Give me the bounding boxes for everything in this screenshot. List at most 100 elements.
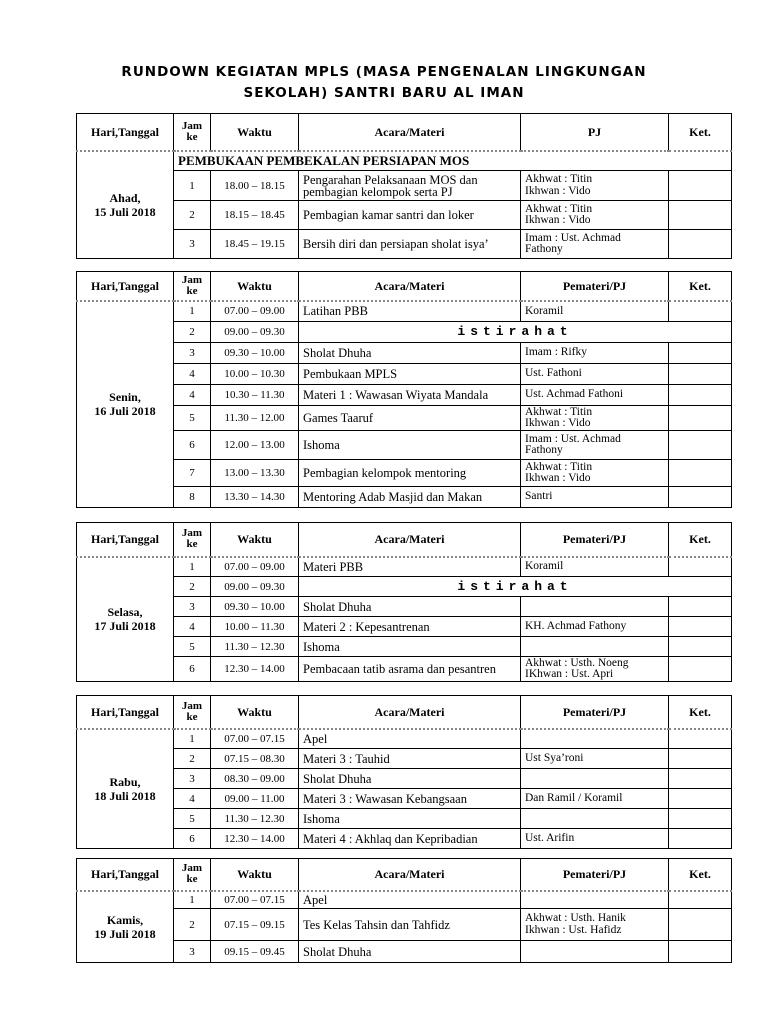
document-title: RUNDOWN KEGIATAN MPLS (MASA PENGENALAN L… <box>0 62 768 104</box>
table-row: 4 09.00 – 11.00 Materi 3 : Wawasan Kebangs… <box>77 788 732 809</box>
waktu: 07.00 – 09.00 <box>210 556 299 577</box>
jam-ke: 3 <box>173 596 211 617</box>
ket <box>668 596 732 617</box>
jam-ke: 2 <box>173 576 211 597</box>
acara: Materi 2 : Kepesantrenan <box>298 616 521 637</box>
table-row: 3 09.15 – 09.45 Sholat Dhuha <box>77 940 732 963</box>
pj: Akhwat : Titin Ikhwan : Vido <box>520 200 669 230</box>
acara: Bersih diri dan persiapan sholat isya’ <box>298 229 521 259</box>
jam-ke: 1 <box>173 170 211 201</box>
ket <box>668 748 732 769</box>
ket <box>668 636 732 657</box>
acara: Sholat Dhuha <box>298 768 521 789</box>
table-row: 4 10.00 – 10.30 Pembukaan MPLS Ust. Fathoni <box>77 363 732 385</box>
acara: Ishoma <box>298 808 521 829</box>
header-acara: Acara/Materi <box>298 695 521 730</box>
pj <box>520 596 669 617</box>
day-name: Selasa, <box>107 605 143 620</box>
waktu: 09.30 – 10.00 <box>210 596 299 617</box>
header-ket: Ket. <box>668 695 732 730</box>
jam-ke: 3 <box>173 768 211 789</box>
table-row: 2 18.15 – 18.45 Pembagian kamar santri dan… <box>77 200 732 230</box>
jam-ke: 5 <box>173 405 211 431</box>
pj-line: Akhwat : Titin <box>525 173 593 185</box>
jam-ke: 3 <box>173 229 211 259</box>
acara: Materi 1 : Wawasan Wiyata Mandala <box>298 384 521 406</box>
waktu: 10.30 – 11.30 <box>210 384 299 406</box>
header-acara: Acara/Materi <box>298 858 521 892</box>
header-acara: Acara/Materi <box>298 113 521 152</box>
waktu: 07.00 – 09.00 <box>210 300 299 322</box>
pj <box>520 728 669 749</box>
pj <box>520 636 669 657</box>
ket <box>668 908 732 941</box>
pj-line: Akhwat : Titin <box>525 405 593 418</box>
ket <box>668 430 732 460</box>
table-row: Rabu, 18 Juli 2018 1 07.00 – 07.15 Apel <box>76 728 732 849</box>
header-jam-line1: Jam <box>181 862 203 875</box>
header-jam-line2: ke <box>186 284 198 297</box>
jam-ke: 3 <box>173 940 211 963</box>
header-jam: Jam ke <box>173 522 211 558</box>
acara: Apel <box>298 890 521 909</box>
pj: Dan Ramil / Koramil <box>520 788 669 809</box>
pj: Ust Sya’roni <box>520 748 669 769</box>
acara: Apel <box>298 728 521 749</box>
jam-ke: 4 <box>173 384 211 406</box>
header-pj: Pemateri/PJ <box>520 271 669 302</box>
header-hari: Hari,Tanggal <box>76 271 174 302</box>
schedule-table-2: Hari,Tanggal Jam ke Waktu Acara/Materi Pemate… <box>76 522 732 682</box>
day-name: Senin, <box>109 390 141 405</box>
acara: Sholat Dhuha <box>298 940 521 963</box>
ket <box>668 556 732 577</box>
pj: Akhwat : Titin Ikhwan : Vido <box>520 170 669 201</box>
waktu: 10.00 – 11.30 <box>210 616 299 637</box>
ket <box>668 728 732 749</box>
day-date: 18 Juli 2018 <box>94 788 156 803</box>
jam-ke: 1 <box>173 556 211 577</box>
pj: Koramil <box>520 556 669 577</box>
header-ket: Ket. <box>668 271 732 302</box>
jam-ke: 5 <box>173 636 211 657</box>
table-row: 1 18.00 – 18.15 Pengarahan Pelaksanaan MOS… <box>77 170 732 201</box>
pj: Ust. Achmad Fathoni <box>520 384 669 406</box>
section-title: PEMBUKAAN PEMBEKALAN PERSIAPAN MOS <box>173 150 732 171</box>
table-row: 6 12.30 – 14.00 Pembacaan tatib asrama dan… <box>77 656 732 682</box>
jam-ke: 2 <box>173 200 211 230</box>
header-jam: Jam ke <box>173 695 211 730</box>
header-jam-line1: Jam <box>181 699 203 712</box>
header-pj: PJ <box>520 113 669 152</box>
ket <box>668 940 732 963</box>
header-hari: Hari,Tanggal <box>76 858 174 892</box>
header-jam-line2: ke <box>186 710 198 723</box>
jam-ke: 4 <box>173 788 211 809</box>
table-row: 3 18.45 – 19.15 Bersih diri dan persiapan … <box>77 229 732 259</box>
pj <box>520 940 669 963</box>
pj: Akhwat : Titin Ikhwan : Vido <box>520 405 669 431</box>
ket <box>668 229 732 259</box>
jam-ke: 3 <box>173 342 211 364</box>
header-ket: Ket. <box>668 522 732 558</box>
ket <box>668 656 732 682</box>
jam-ke: 7 <box>173 459 211 487</box>
table-row: 4 10.00 – 11.30 Materi 2 : Kepesantrenan KH… <box>77 616 732 637</box>
acara: Latihan PBB <box>298 300 521 322</box>
header-row: Hari,Tanggal Jam ke Waktu Acara/Materi Pemate… <box>76 271 732 302</box>
acara: Tes Kelas Tahsin dan Tahfidz <box>298 908 521 941</box>
header-jam: Jam ke <box>173 858 211 892</box>
ket <box>668 486 732 508</box>
pj-line: Koramil <box>525 560 564 572</box>
pj: Santri <box>520 486 669 508</box>
pj-line: Fathony <box>525 444 563 456</box>
day-date: 16 Juli 2018 <box>94 404 156 419</box>
jam-ke: 1 <box>173 728 211 749</box>
table-row: 5 11.30 – 12.00 Games Taaruf Akhwat : Titin… <box>77 405 732 431</box>
pj: Ust. Arifin <box>520 828 669 849</box>
pj-line: Dan Ramil / Koramil <box>525 791 623 804</box>
table-row: 6 12.00 – 13.00 Ishoma Imam : Ust. Achmad Fa… <box>77 430 732 460</box>
pj-line: Koramil <box>525 304 564 317</box>
table-row: 3 09.30 – 10.00 Sholat Dhuha <box>77 596 732 617</box>
jam-ke: 2 <box>173 748 211 769</box>
pj-line: Imam : Ust. Achmad <box>525 231 621 244</box>
header-ket: Ket. <box>668 858 732 892</box>
